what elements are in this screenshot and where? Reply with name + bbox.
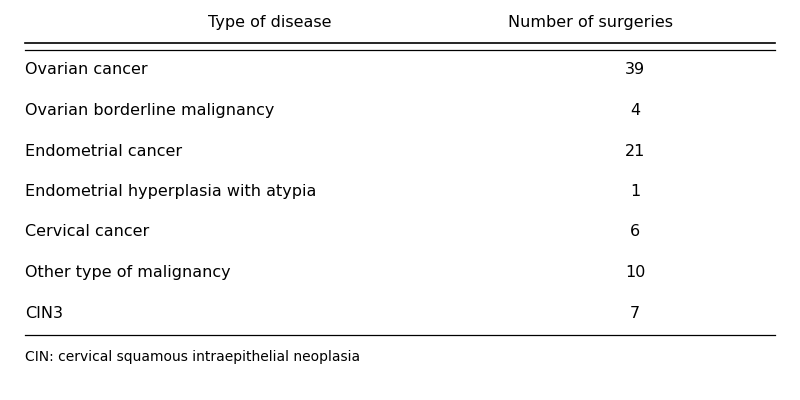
Text: Number of surgeries: Number of surgeries — [507, 14, 673, 30]
Text: Cervical cancer: Cervical cancer — [25, 224, 150, 240]
Text: 6: 6 — [630, 224, 640, 240]
Text: 4: 4 — [630, 103, 640, 118]
Text: 1: 1 — [630, 184, 640, 199]
Text: Other type of malignancy: Other type of malignancy — [25, 265, 230, 280]
Text: Endometrial hyperplasia with atypia: Endometrial hyperplasia with atypia — [25, 184, 316, 199]
Text: CIN3: CIN3 — [25, 306, 63, 320]
Text: Ovarian cancer: Ovarian cancer — [25, 62, 148, 78]
Text: 10: 10 — [625, 265, 645, 280]
Text: 21: 21 — [625, 144, 645, 158]
Text: CIN: cervical squamous intraepithelial neoplasia: CIN: cervical squamous intraepithelial n… — [25, 350, 360, 364]
Text: 39: 39 — [625, 62, 645, 78]
Text: Endometrial cancer: Endometrial cancer — [25, 144, 182, 158]
Text: Ovarian borderline malignancy: Ovarian borderline malignancy — [25, 103, 274, 118]
Text: Type of disease: Type of disease — [208, 14, 332, 30]
Text: 7: 7 — [630, 306, 640, 320]
